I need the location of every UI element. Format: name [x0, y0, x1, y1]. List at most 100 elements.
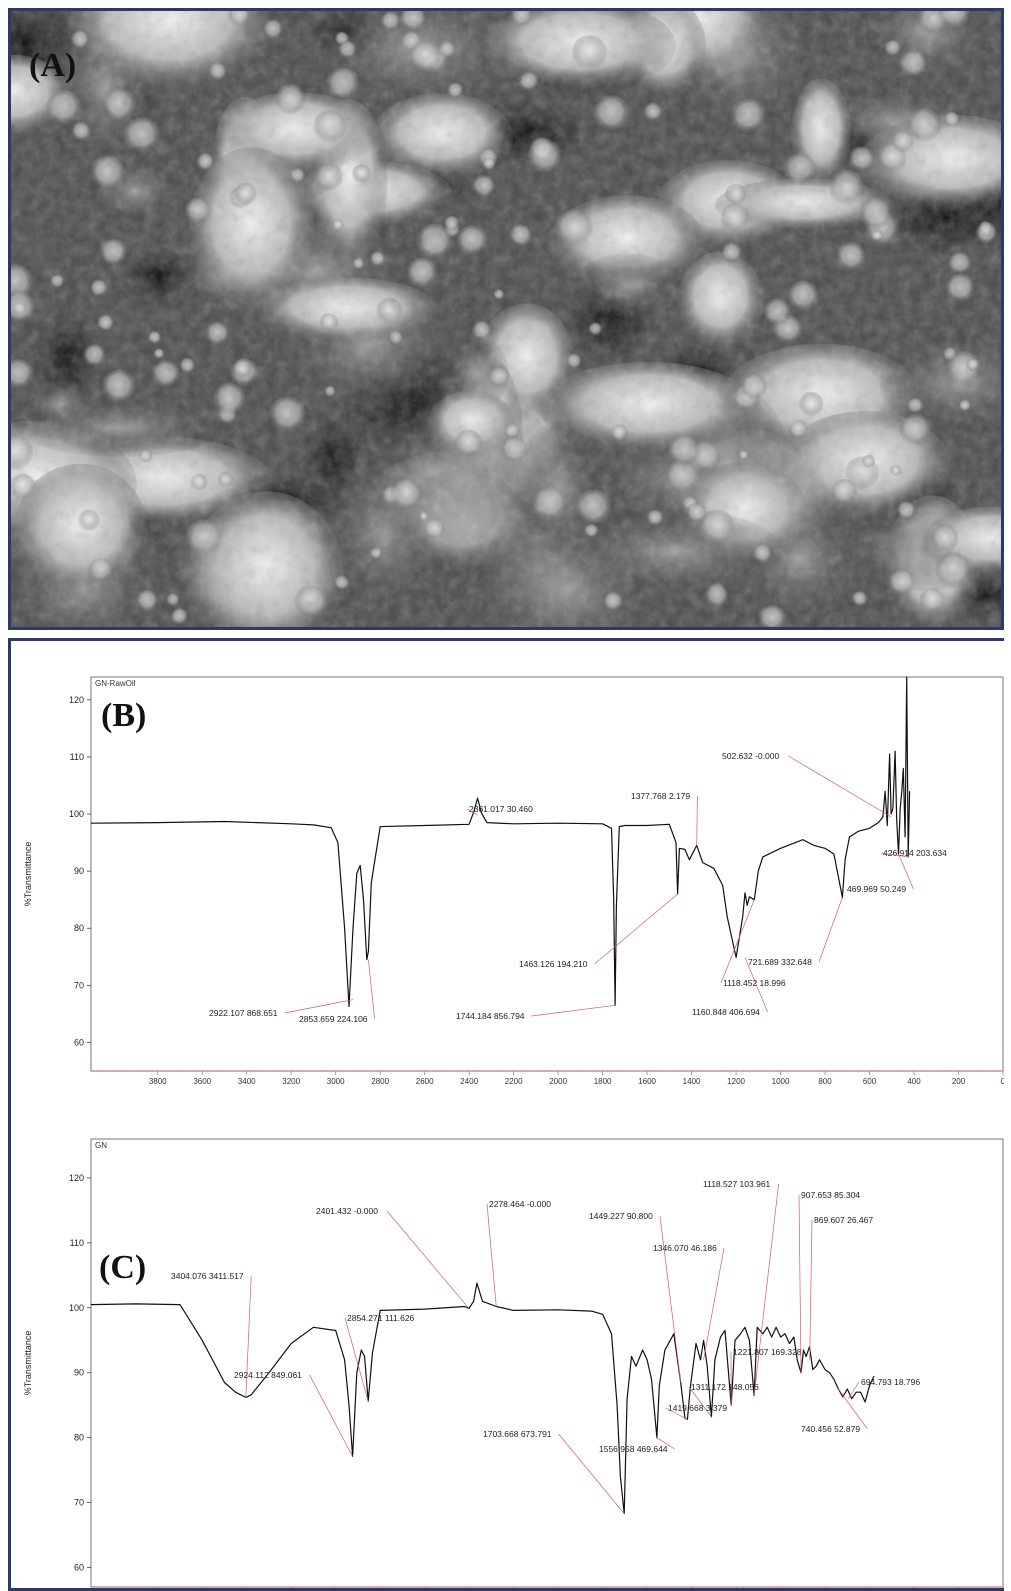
sem-micrograph: [11, 11, 1001, 627]
x-tick-label: 200: [952, 1077, 966, 1086]
peak-label: 1346.070 46.186: [653, 1243, 717, 1253]
peak-leader-line: [284, 999, 354, 1014]
x-tick-label: 3400: [238, 1077, 256, 1086]
peak-leader-line: [558, 1433, 625, 1514]
peak-leader-line: [880, 852, 909, 858]
peak-label: 1118.452 18.996: [723, 978, 786, 988]
peak-label: 1744.184 856.794: [456, 1011, 525, 1021]
peak-label: 1449.227 90.800: [589, 1211, 653, 1221]
peak-label: 2922.107 868.651: [209, 1008, 278, 1018]
panel-label-a: (A): [29, 47, 77, 84]
spectrum-trace: [90, 1282, 875, 1515]
ftir-spectrum-c: GN%Transmittance607080901001101203800360…: [23, 1138, 1004, 1588]
y-tick-label: 100: [69, 1303, 84, 1313]
peak-label: 2278.464 -0.000: [489, 1199, 551, 1209]
peak-leader-line: [466, 808, 478, 816]
x-tick-label: 400: [907, 1077, 921, 1086]
x-tick-label: 3200: [282, 1077, 300, 1086]
peak-label: 1463.126 194.210: [519, 959, 588, 969]
x-tick-label: 600: [863, 1077, 877, 1086]
peak-leader-line: [838, 1388, 868, 1430]
peak-leader-line: [309, 1374, 353, 1457]
x-tick-label: 2600: [416, 1077, 434, 1086]
peak-label: 1556.958 469.644: [599, 1444, 668, 1454]
x-tick-label: 2200: [505, 1077, 523, 1086]
x-tick-label: 800: [818, 1077, 832, 1086]
peak-leader-line: [386, 1210, 470, 1309]
x-tick-label: 3600: [193, 1077, 211, 1086]
ftir-spectrum-b: GN-RawOil %Transmittance 60 70 80 90 100 110 120…: [23, 676, 1004, 1086]
peak-leader-line: [344, 1317, 369, 1402]
peak-leader-line: [486, 1203, 497, 1307]
y-tick-label: 120: [69, 695, 84, 705]
y-tick-label: 120: [69, 1173, 84, 1183]
y-tick-label: 60: [74, 1037, 84, 1047]
y-tick-label: 90: [74, 866, 84, 876]
x-tick-label: 1200: [727, 1077, 745, 1086]
peak-label: 1377.768 2.179: [631, 791, 690, 801]
peak-label: 2853.659 224.106: [299, 1014, 368, 1024]
peak-leader-line: [788, 755, 892, 818]
peak-leader-line: [848, 1381, 860, 1399]
peak-leader-line: [703, 1247, 725, 1360]
peak-label: 426.914 203.634: [883, 848, 947, 858]
peak-label: 2854.271 111.626: [347, 1313, 415, 1323]
sem-image-panel: (A): [8, 8, 1004, 630]
panel-label-c: (C): [99, 1249, 147, 1286]
peak-label: 1118.527 103.961: [703, 1179, 771, 1189]
x-tick-label: 3000: [327, 1077, 345, 1086]
peak-label: 1160.848 406.694: [692, 1007, 760, 1017]
peak-leader-line: [809, 1219, 813, 1360]
peak-label: 1703.668 673.791: [483, 1429, 552, 1439]
x-tick-label: 1800: [594, 1077, 612, 1086]
peak-label: 694.793 18.796: [861, 1377, 920, 1387]
peak-label: 1311.172 148.056: [691, 1382, 759, 1392]
peak-leader-line: [798, 1194, 802, 1373]
peak-label: 469.969 50.249: [847, 884, 906, 894]
peak-label: 1419.668 3.379: [668, 1403, 727, 1413]
y-tick-label: 110: [70, 752, 84, 762]
y-tick-label: 80: [74, 1433, 84, 1443]
peak-label: 2361.017 30.460: [469, 804, 533, 814]
x-tick-label: 2000: [549, 1077, 567, 1086]
peak-leader-line: [720, 899, 755, 984]
y-tick-label: 80: [74, 923, 84, 933]
ftir-spectra-panel: GN-RawOil %Transmittance 60 70 80 90 100 110 120…: [8, 638, 1004, 1591]
peak-label: 3404.076 3411.517: [171, 1271, 244, 1281]
x-tick-label: 1000: [772, 1077, 790, 1086]
y-axis-label: %Transmittance: [23, 1331, 33, 1396]
peak-label: 1221.807 169.328: [733, 1347, 802, 1357]
spectrum-name: GN: [95, 1141, 107, 1150]
peak-label: 2924.112 849.061: [234, 1370, 302, 1380]
spectrum-trace: [90, 676, 911, 1008]
peak-leader-line: [696, 795, 698, 846]
x-tick-label: 3800: [149, 1077, 167, 1086]
y-tick-label: 100: [69, 809, 84, 819]
x-tick-label: 2800: [371, 1077, 389, 1086]
y-tick-label: 70: [74, 1498, 84, 1508]
peak-leader-line: [744, 957, 768, 1013]
y-tick-label: 90: [74, 1368, 84, 1378]
peak-label: 2401.432 -0.000: [316, 1206, 378, 1216]
peak-leader-line: [656, 1437, 675, 1450]
y-tick-label: 60: [74, 1563, 84, 1573]
peak-label: 740.456 52.879: [801, 1424, 860, 1434]
x-tick-label: 2400: [460, 1077, 478, 1086]
peak-label: 869.607 26.467: [814, 1215, 873, 1225]
peak-leader-line: [753, 1183, 779, 1396]
peak-label: 907.653 85.304: [801, 1190, 860, 1200]
y-tick-label: 70: [74, 980, 84, 990]
peak-leader-line: [898, 853, 914, 890]
peak-leader-line: [368, 959, 375, 1020]
ftir-charts: GN-RawOil %Transmittance 60 70 80 90 100 110 120…: [23, 676, 1004, 1588]
peak-leader-line: [659, 1215, 682, 1383]
y-tick-label: 110: [70, 1238, 84, 1248]
spectrum-name: GN-RawOil: [95, 679, 136, 688]
peak-leader-line: [245, 1275, 252, 1398]
peak-label: 502.632 -0.000: [722, 751, 779, 761]
peak-leader-line: [594, 893, 678, 965]
peak-leader-line: [818, 897, 843, 963]
peak-leader-line: [531, 1004, 616, 1017]
y-axis-label: %Transmittance: [23, 842, 33, 907]
peak-leader-line: [665, 1407, 688, 1420]
